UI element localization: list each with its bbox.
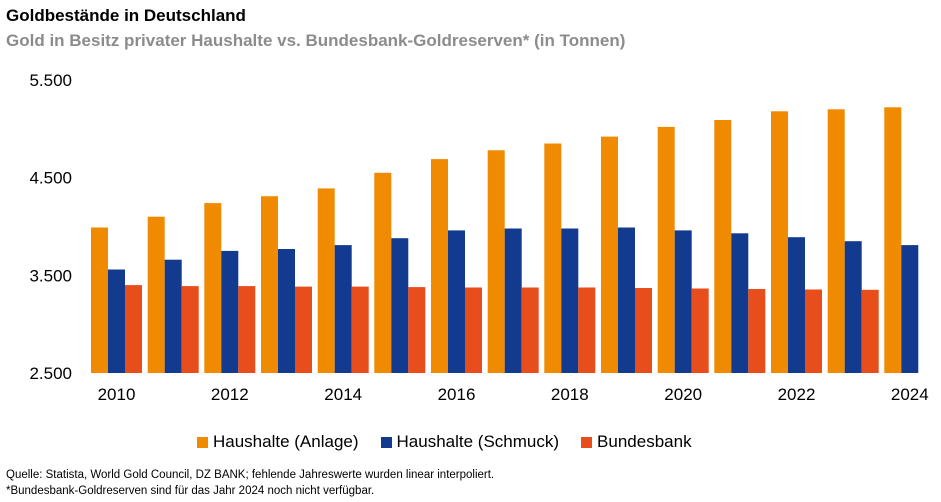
legend-swatch-schmuck: [380, 436, 392, 448]
legend-item-anlage: Haushalte (Anlage): [197, 432, 359, 452]
bar-anlage-2022: [771, 111, 788, 374]
bar-bundesbank-2016: [465, 287, 482, 373]
bar-schmuck-2010: [108, 269, 125, 373]
chart-legend: Haushalte (Anlage) Haushalte (Schmuck) B…: [197, 432, 714, 452]
bar-schmuck-2014: [334, 245, 352, 373]
bar-schmuck-2016: [448, 230, 465, 373]
x-tick-label: 2012: [211, 385, 249, 404]
bar-bundesbank-2017: [521, 287, 539, 373]
bar-bundesbank-2018: [578, 287, 596, 373]
y-tick-label: 2.500: [29, 364, 72, 383]
legend-swatch-anlage: [197, 436, 208, 448]
x-tick-label: 2022: [778, 385, 816, 404]
source-note: Quelle: Statista, World Gold Council, DZ…: [6, 469, 495, 481]
bar-anlage-2024: [884, 107, 902, 374]
bar-bundesbank-2010: [125, 285, 142, 373]
bar-bundesbank-2011: [181, 286, 199, 373]
chart-title: Goldbestände in Deutschland: [6, 6, 246, 25]
bar-anlage-2021: [714, 120, 732, 373]
x-tick-label: 2016: [438, 385, 476, 404]
bar-schmuck-2024: [901, 245, 919, 373]
legend-label-schmuck: Haushalte (Schmuck): [396, 432, 560, 451]
bar-anlage-2010: [91, 227, 108, 373]
x-tick-label: 2014: [324, 385, 362, 404]
bar-schmuck-2012: [221, 250, 239, 373]
bar-anlage-2012: [204, 203, 222, 373]
x-tick-label: 2020: [664, 385, 702, 404]
bar-anlage-2016: [431, 159, 448, 373]
bar-anlage-2014: [317, 188, 335, 373]
bar-anlage-2023: [827, 109, 845, 374]
legend-item-bundesbank: Bundesbank: [581, 432, 692, 452]
bar-anlage-2013: [261, 196, 278, 373]
bar-schmuck-2013: [278, 249, 295, 373]
chart-subtitle: Gold in Besitz privater Haushalte vs. Bu…: [6, 31, 626, 50]
bar-schmuck-2018: [561, 228, 579, 373]
bar-schmuck-2021: [731, 233, 749, 373]
bar-bundesbank-2015: [408, 287, 426, 373]
bar-bundesbank-2012: [238, 286, 256, 373]
bar-schmuck-2011: [164, 259, 182, 373]
legend-item-schmuck: Haushalte (Schmuck): [380, 432, 560, 452]
bar-bundesbank-2014: [351, 286, 369, 373]
bar-bundesbank-2019: [635, 288, 652, 373]
bar-schmuck-2022: [788, 237, 805, 373]
bar-bundesbank-2021: [748, 289, 766, 373]
bar-bundesbank-2022: [805, 289, 822, 373]
bar-bundesbank-2023: [861, 289, 879, 373]
bar-schmuck-2020: [674, 230, 692, 373]
legend-swatch-bundesbank: [581, 436, 593, 448]
bar-anlage-2019: [601, 136, 618, 373]
legend-label-anlage: Haushalte (Anlage): [213, 432, 359, 451]
y-tick-label: 4.500: [29, 169, 72, 188]
bar-schmuck-2017: [504, 228, 522, 373]
bar-anlage-2011: [147, 216, 165, 373]
bar-schmuck-2019: [618, 227, 635, 373]
bar-anlage-2015: [374, 172, 392, 373]
bar-anlage-2018: [544, 143, 562, 373]
bar-bundesbank-2020: [691, 288, 709, 373]
x-tick-label: 2010: [98, 385, 136, 404]
bar-anlage-2020: [657, 126, 675, 374]
bar-schmuck-2023: [844, 241, 862, 373]
y-tick-label: 3.500: [29, 266, 72, 285]
bar-bundesbank-2013: [295, 286, 312, 373]
x-tick-label: 2024: [891, 385, 929, 404]
footnote: *Bundesbank-Goldreserven sind für das Ja…: [6, 485, 375, 497]
legend-label-bundesbank: Bundesbank: [597, 432, 692, 451]
x-tick-label: 2018: [551, 385, 589, 404]
bar-anlage-2017: [487, 150, 505, 373]
bar-schmuck-2015: [391, 238, 409, 373]
y-tick-label: 5.500: [29, 71, 72, 90]
